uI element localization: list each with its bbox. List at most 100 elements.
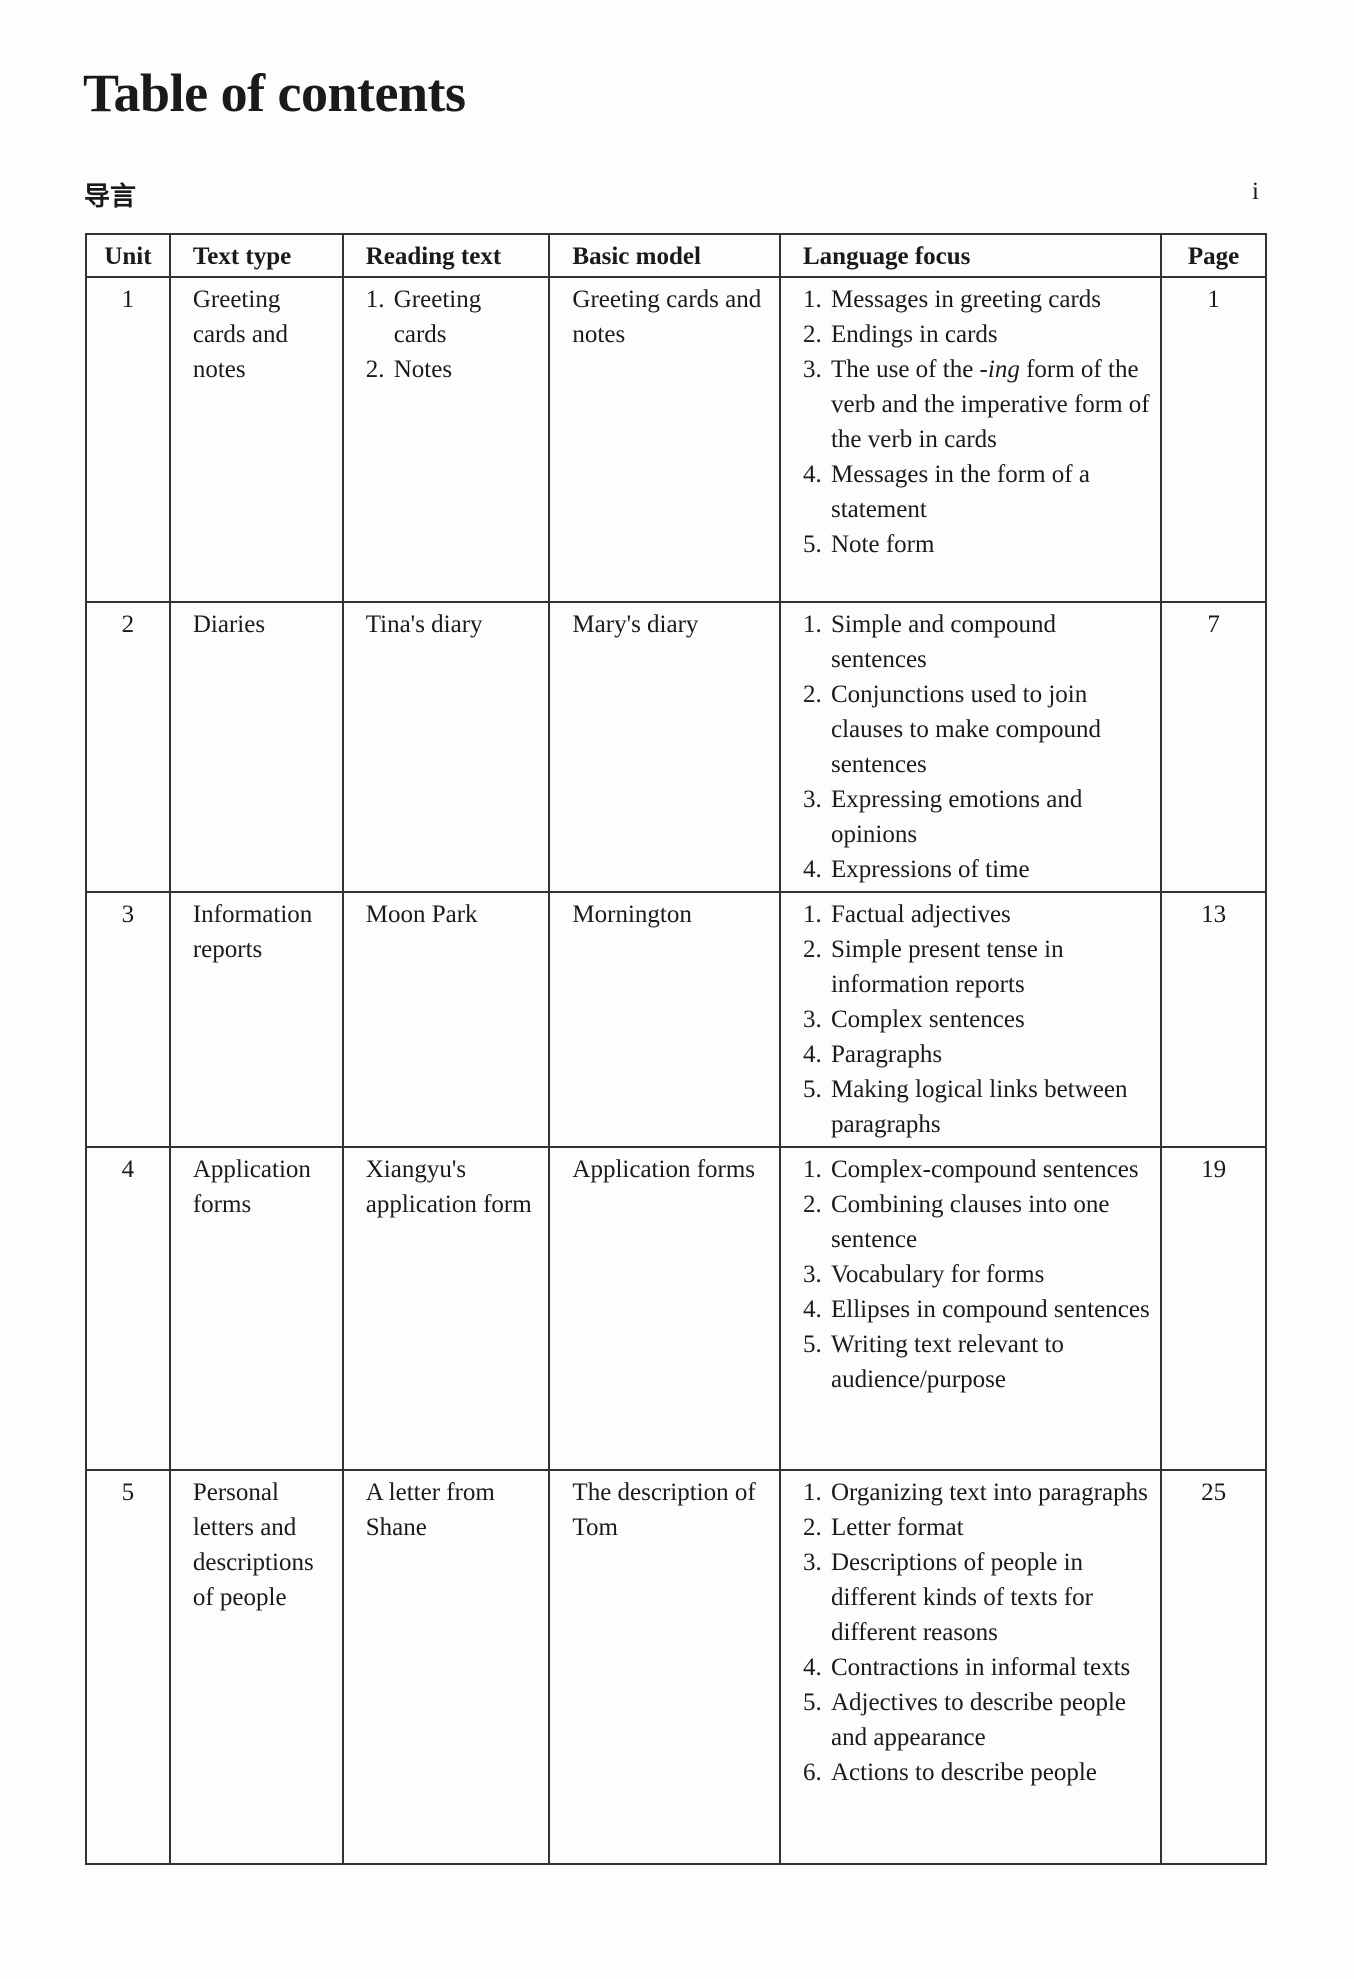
language-focus-number: 1. xyxy=(802,286,822,313)
reading-text-number: 1. xyxy=(365,286,385,313)
reading-text-cell: Tina's diary xyxy=(341,601,551,893)
reading-text: Xiangyu's application form xyxy=(365,1156,532,1218)
language-focus-text: Contractions in informal texts xyxy=(830,1654,1131,1681)
language-focus-text: Complex sentences xyxy=(830,1006,1025,1033)
language-focus-list: 1. Simple and compound sentences 2. Conjunc… xyxy=(803,607,1150,887)
language-focus-text: Conjunctions used to join clauses to mak… xyxy=(830,681,1102,778)
language-focus-list: 1. Organizing text into paragraphs 2. Lette… xyxy=(803,1475,1150,1790)
language-focus-item: 3. The use of the -ing form of the verb a… xyxy=(803,352,1150,457)
language-focus-number: 3. xyxy=(802,1549,822,1576)
language-focus-text: Ellipses in compound sentences xyxy=(830,1296,1150,1323)
reading-text-cell: A letter from Shane xyxy=(341,1469,551,1865)
language-focus-cell: 1. Complex-compound sentences 2. Combining … xyxy=(778,1146,1163,1471)
language-focus-number: 5. xyxy=(802,531,822,558)
language-focus-cell: 1. Messages in greeting cards 2. Endings in… xyxy=(778,276,1163,603)
reading-text-cell: Moon Park xyxy=(341,891,551,1148)
language-focus-number: 3. xyxy=(802,356,822,383)
language-focus-number: 6. xyxy=(802,1759,822,1786)
contents-table: Unit Text type Reading text Basic model … xyxy=(85,233,1267,1865)
language-focus-item: 3. Complex sentences xyxy=(803,1002,1150,1037)
language-focus-item: 2. Simple present tense in information re… xyxy=(803,932,1150,1002)
language-focus-number: 1. xyxy=(802,901,822,928)
header-language-focus: Language focus xyxy=(778,233,1163,278)
language-focus-text: Messages in the form of a statement xyxy=(830,461,1090,523)
language-focus-number: 4. xyxy=(802,1041,822,1068)
reading-text-text: Greeting cards xyxy=(393,286,482,348)
reading-text-cell: Xiangyu's application form xyxy=(341,1146,551,1471)
text-type-cell: Application forms xyxy=(168,1146,344,1471)
language-focus-text: Expressions of time xyxy=(830,856,1030,883)
language-focus-number: 2. xyxy=(802,681,822,708)
language-focus-text: Complex-compound sentences xyxy=(830,1156,1139,1183)
language-focus-number: 3. xyxy=(802,1006,822,1033)
intro-page-number: i xyxy=(1252,178,1259,205)
language-focus-item: 6. Actions to describe people xyxy=(803,1755,1150,1790)
language-focus-number: 1. xyxy=(802,611,822,638)
language-focus-number: 2. xyxy=(802,936,822,963)
language-focus-number: 2. xyxy=(802,321,822,348)
language-focus-item: 2. Conjunctions used to join clauses to m… xyxy=(803,677,1150,782)
unit-cell: 5 xyxy=(85,1469,171,1865)
language-focus-list: 1. Messages in greeting cards 2. Endings in… xyxy=(803,282,1150,562)
language-focus-text: Simple and compound sentences xyxy=(830,611,1056,673)
page-cell: 1 xyxy=(1160,276,1267,603)
language-focus-item: 1. Complex-compound sentences xyxy=(803,1152,1150,1187)
language-focus-item: 2. Combining clauses into one sentence xyxy=(803,1187,1150,1257)
header-basic-model: Basic model xyxy=(548,233,781,278)
language-focus-text: Messages in greeting cards xyxy=(830,286,1102,313)
language-focus-text: Combining clauses into one sentence xyxy=(830,1191,1110,1253)
page-title: Table of contents xyxy=(83,63,466,123)
language-focus-text: Note form xyxy=(830,531,935,558)
text-type-cell: Greeting cards and notes xyxy=(168,276,344,603)
language-focus-text: Endings in cards xyxy=(830,321,998,348)
page-cell: 13 xyxy=(1160,891,1267,1148)
reading-text-number: 2. xyxy=(365,356,385,383)
intro-label: 导言 xyxy=(84,182,137,212)
reading-text-cell: 1. Greeting cards 2. Notes xyxy=(341,276,551,603)
language-focus-number: 3. xyxy=(802,1261,822,1288)
language-focus-item: 3. Expressing emotions and opinions xyxy=(803,782,1150,852)
table-row: 5 Personal letters and descriptions of pe… xyxy=(85,1469,1267,1865)
unit-cell: 4 xyxy=(85,1146,171,1471)
language-focus-text: The use of the -ing form of the verb and… xyxy=(830,356,1150,453)
basic-model-cell: Mary's diary xyxy=(548,601,781,893)
text-type-cell: Personal letters and descriptions of peo… xyxy=(168,1469,344,1865)
header-text-type: Text type xyxy=(168,233,344,278)
header-row: Unit Text type Reading text Basic model … xyxy=(85,233,1267,278)
language-focus-number: 2. xyxy=(802,1191,822,1218)
language-focus-item: 4. Expressions of time xyxy=(803,852,1150,887)
language-focus-number: 2. xyxy=(802,1514,822,1541)
header-page: Page xyxy=(1160,233,1267,278)
language-focus-text: Making logical links between paragraphs xyxy=(830,1076,1128,1138)
language-focus-item: 4. Messages in the form of a statement xyxy=(803,457,1150,527)
language-focus-number: 3. xyxy=(802,786,822,813)
language-focus-number: 4. xyxy=(802,856,822,883)
reading-text: Moon Park xyxy=(365,901,478,928)
header-unit: Unit xyxy=(85,233,171,278)
language-focus-number: 4. xyxy=(802,1654,822,1681)
language-focus-text: Organizing text into paragraphs xyxy=(830,1479,1148,1506)
language-focus-number: 4. xyxy=(802,461,822,488)
language-focus-text: Letter format xyxy=(830,1514,964,1541)
basic-model-cell: Mornington xyxy=(548,891,781,1148)
table-row: 4 Application forms Xiangyu's application … xyxy=(85,1146,1267,1471)
reading-text: Tina's diary xyxy=(365,611,483,638)
reading-text: A letter from Shane xyxy=(365,1479,495,1541)
language-focus-text: Factual adjectives xyxy=(830,901,1011,928)
page-cell: 19 xyxy=(1160,1146,1267,1471)
language-focus-list: 1. Complex-compound sentences 2. Combining … xyxy=(803,1152,1150,1397)
language-focus-cell: 1. Simple and compound sentences 2. Conjunc… xyxy=(778,601,1163,893)
language-focus-item: 1. Messages in greeting cards xyxy=(803,282,1150,317)
language-focus-item: 1. Simple and compound sentences xyxy=(803,607,1150,677)
language-focus-text: Simple present tense in information repo… xyxy=(830,936,1064,998)
language-focus-text: Expressing emotions and opinions xyxy=(830,786,1083,848)
language-focus-item: 4. Contractions in informal texts xyxy=(803,1650,1150,1685)
basic-model-cell: Application forms xyxy=(548,1146,781,1471)
text-type-cell: Information reports xyxy=(168,891,344,1148)
language-focus-item: 5. Adjectives to describe people and appe… xyxy=(803,1685,1150,1755)
text-type-cell: Diaries xyxy=(168,601,344,893)
basic-model-cell: Greeting cards and notes xyxy=(548,276,781,603)
table-row: 3 Information reports Moon Park Mornington 1… xyxy=(85,891,1267,1148)
language-focus-item: 4. Ellipses in compound sentences xyxy=(803,1292,1150,1327)
language-focus-number: 4. xyxy=(802,1296,822,1323)
